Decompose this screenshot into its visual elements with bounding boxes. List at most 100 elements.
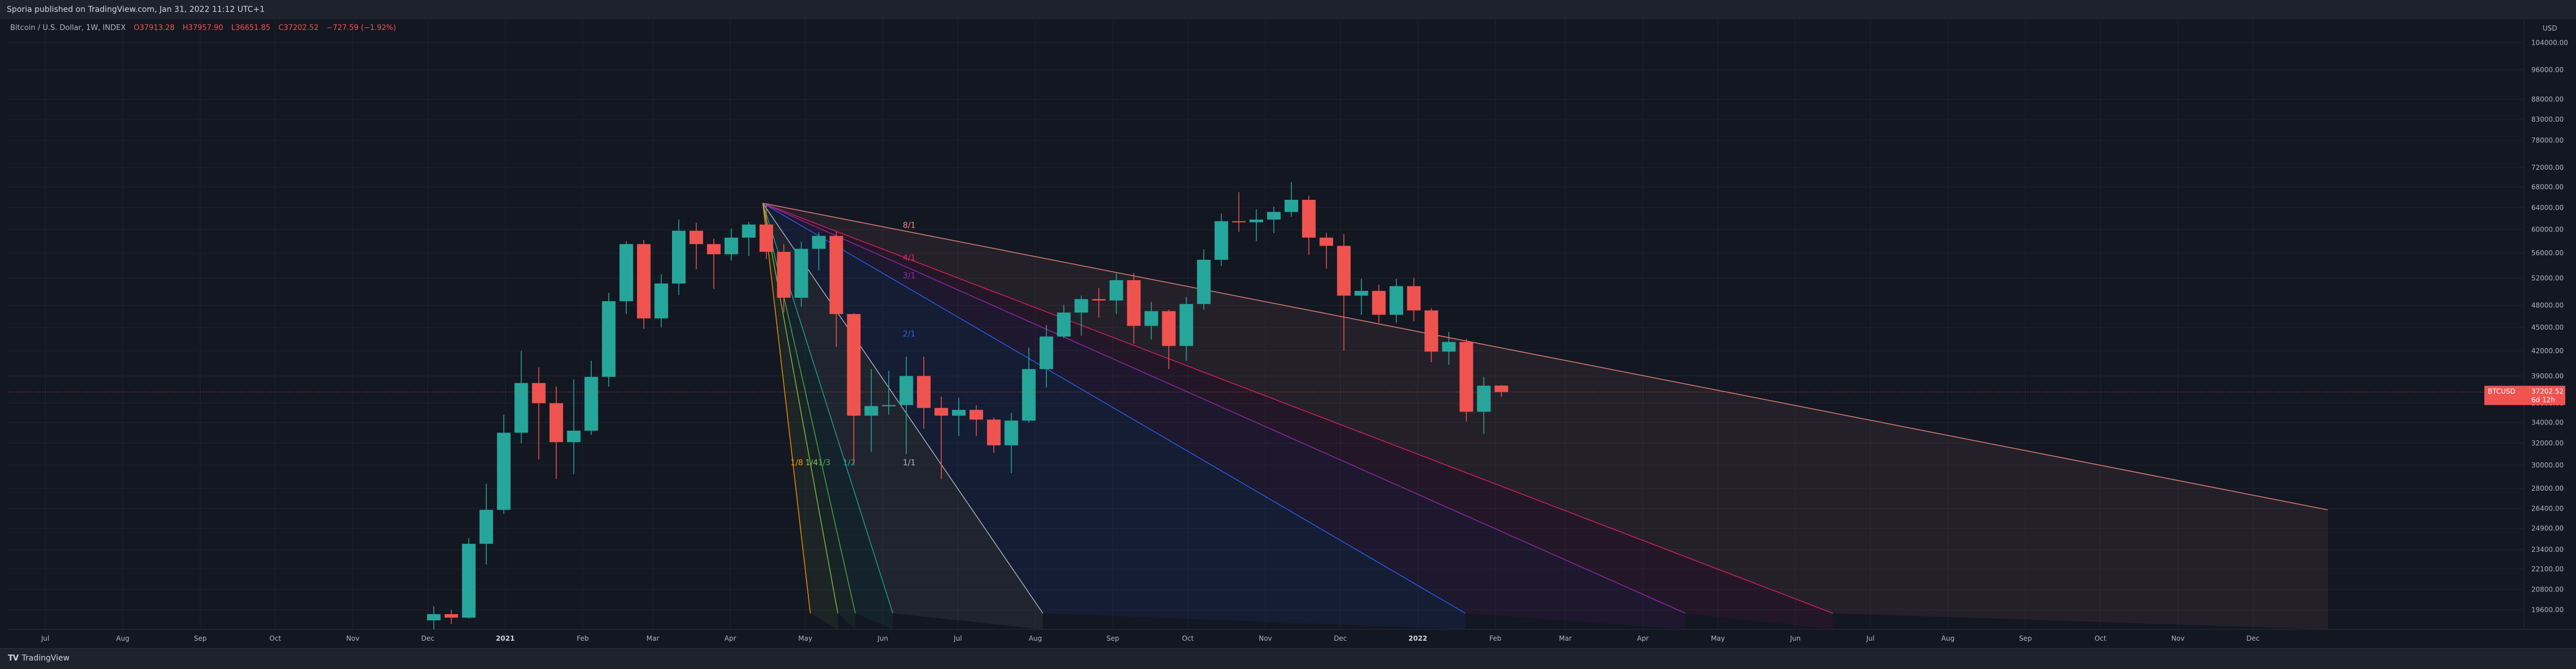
gann-fan-band [763,203,838,629]
y-axis-unit: USD [2543,24,2557,32]
x-tick-label: Aug [1029,634,1042,642]
gann-fan-line [763,203,1833,614]
candle [1407,277,1421,321]
y-tick-label: 64000.00 [2531,204,2564,212]
candle [654,274,669,328]
candle-body [1459,342,1474,412]
x-tick-label: Sep [194,634,207,642]
ohlc-legend: Bitcoin / U.S. Dollar, 1W, INDEX O37913.… [10,24,396,32]
y-tick-label: 20800.00 [2531,586,2564,594]
candle [1459,338,1474,422]
candle [427,606,441,629]
y-tick-label: 34000.00 [2531,419,2564,427]
candle-body [1039,336,1053,370]
candle [1109,272,1123,314]
x-tick-label: Jun [1790,634,1801,642]
candle-body [462,543,476,618]
candle [1039,325,1053,388]
brand-name: TradingView [21,654,70,663]
candle [1442,332,1456,365]
candle-body [1389,286,1403,315]
candle-body [969,410,983,420]
candle [1477,376,1491,434]
candle-body [1354,290,1368,296]
candle-body [707,244,721,255]
candle [1214,213,1229,267]
candle [1004,413,1018,473]
candle [1092,288,1106,318]
candle-body [1337,246,1351,296]
candle-body [794,248,808,298]
last-price-tag-bg [2484,385,2565,405]
candle [1057,305,1071,338]
candle-body [864,406,878,416]
candle-body [672,230,686,284]
publish-header: Sporia published on TradingView.com, Jan… [0,0,2576,20]
price-chart[interactable]: 104000.00 96000.00 88000.00 83000.00 78000.0… [0,19,2576,648]
y-tick-label: 39000.00 [2531,372,2564,380]
y-tick-label: 22100.00 [2531,565,2564,573]
candle [619,241,634,314]
candle [987,417,1001,453]
candle [584,361,598,435]
candle [829,231,843,347]
candle [1144,302,1158,340]
gann-fan-band [763,203,1833,629]
tradingview-logo-icon: TV [8,654,19,663]
gann-fan-line [763,203,1466,614]
candle-body [742,224,756,238]
candle [952,397,966,436]
gann-fan-label: 1/3 [818,458,831,468]
candle [1389,278,1403,323]
candle-body [1372,290,1386,315]
candle [1197,249,1211,310]
candle-body [882,405,896,406]
candle [514,350,528,444]
candle [1284,182,1298,217]
candle-body [1232,221,1246,222]
y-tick-label: 23400.00 [2531,546,2564,554]
candle-body [1250,219,1264,222]
candle [462,538,476,619]
gann-fan-band [763,203,893,629]
y-tick-label: 52000.00 [2531,275,2564,282]
y-tick-label: 72000.00 [2531,164,2564,171]
y-tick-label: 56000.00 [2531,249,2564,257]
candle [1074,295,1088,336]
candle-body [689,230,703,245]
candle-body [829,235,843,314]
gann-fan-band [763,203,1686,629]
candle [934,396,949,479]
last-price-symbol: BTCUSD [2488,388,2515,396]
y-tick-label: 42000.00 [2531,347,2564,355]
candle-body [654,283,669,319]
candle [812,232,826,271]
x-tick-label: Oct [269,634,281,642]
x-tick-label: Mar [647,634,660,642]
y-tick-label: 68000.00 [2531,183,2564,191]
gann-fan-line [763,203,2328,511]
candle [689,222,703,269]
gann-fan-label: 2/1 [903,330,916,339]
candle-body [1179,304,1194,346]
candle-body [1319,237,1333,246]
y-tick-label: 78000.00 [2531,136,2564,144]
candle [1494,385,1509,397]
candle [444,610,458,624]
candle-body [637,244,651,319]
gann-fan-band [763,203,1466,629]
candle [1337,234,1351,351]
gann-fan-label: 3/1 [903,272,916,281]
footer-bar: TV TradingView [0,648,2576,669]
candle-body [567,430,581,443]
candle-body [1267,212,1281,220]
x-axis: Jul Aug Sep Oct Nov Dec 2021 Feb Mar Apr May Jun Jul… [41,634,2260,642]
x-tick-label: Nov [346,634,359,642]
candle [1232,192,1246,232]
candle-body [1197,259,1211,305]
x-tick-label: Oct [2095,634,2107,642]
candle [1424,308,1438,363]
candle-body [934,408,949,416]
candle [1179,297,1194,361]
x-tick-label: Jul [41,634,49,642]
